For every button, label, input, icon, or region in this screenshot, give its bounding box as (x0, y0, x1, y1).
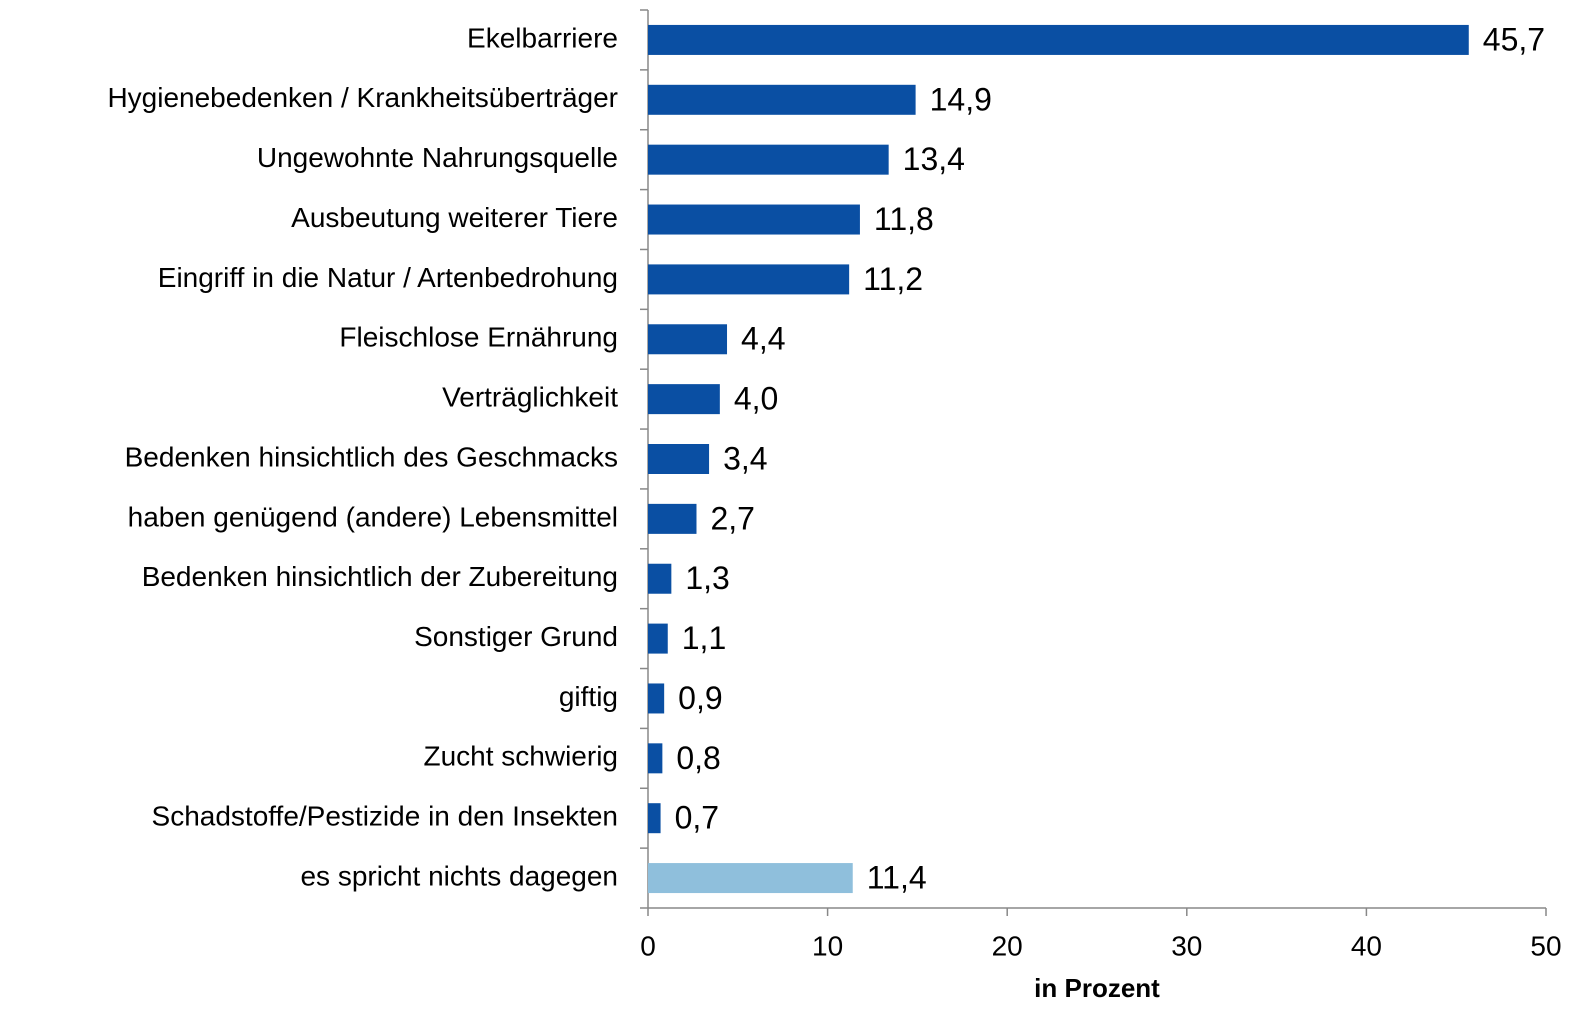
data-label: 13,4 (903, 141, 965, 177)
bar (648, 144, 889, 175)
y-tick-label: Ungewohnte Nahrungsquelle (257, 142, 618, 173)
data-label: 0,8 (676, 740, 720, 776)
bar (648, 324, 728, 355)
bar (648, 743, 663, 774)
bar (648, 563, 672, 594)
x-tick-label: 10 (812, 930, 843, 961)
data-label: 1,1 (682, 620, 726, 656)
x-tick-label: 40 (1351, 930, 1382, 961)
bar (648, 204, 860, 235)
bar (648, 803, 661, 834)
x-axis-label: in Prozent (1034, 973, 1160, 1003)
data-label: 4,0 (734, 381, 778, 417)
data-label: 2,7 (710, 500, 754, 536)
y-tick-label: Bedenken hinsichtlich des Geschmacks (125, 441, 618, 472)
data-label: 45,7 (1483, 21, 1545, 57)
y-tick-label: Sonstiger Grund (414, 621, 618, 652)
data-label: 1,3 (685, 560, 729, 596)
bar (648, 384, 720, 415)
y-tick-label: Eingriff in die Natur / Artenbedrohung (158, 262, 618, 293)
x-tick-label: 0 (640, 930, 656, 961)
data-label: 0,9 (678, 680, 722, 716)
bar (648, 623, 668, 654)
y-tick-label: Ausbeutung weiterer Tiere (291, 202, 618, 233)
bar (648, 683, 665, 714)
data-label: 14,9 (930, 81, 992, 117)
y-tick-label: haben genügend (andere) Lebensmittel (128, 501, 618, 532)
x-tick-label: 30 (1171, 930, 1202, 961)
y-tick-label: Hygienebedenken / Krankheitsüberträger (107, 82, 618, 113)
data-label: 3,4 (723, 440, 767, 476)
bar (648, 84, 916, 115)
data-label: 4,4 (741, 321, 785, 357)
data-label: 11,8 (874, 201, 934, 237)
x-tick-label: 20 (992, 930, 1023, 961)
y-tick-label: Bedenken hinsichtlich der Zubereitung (142, 561, 618, 592)
y-tick-label: es spricht nichts dagegen (300, 860, 618, 891)
data-label: 11,4 (867, 860, 927, 896)
bar (648, 444, 710, 474)
y-tick-label: Schadstoffe/Pestizide in den Insekten (152, 801, 618, 832)
data-label: 11,2 (863, 261, 923, 297)
bar (648, 503, 697, 534)
bar (648, 264, 850, 295)
bar (648, 24, 1469, 55)
data-label: 0,7 (675, 800, 719, 836)
y-tick-label: Ekelbarriere (467, 22, 618, 53)
y-tick-label: giftig (559, 681, 618, 712)
y-tick-label: Fleischlose Ernährung (339, 322, 618, 353)
y-tick-label: Zucht schwierig (423, 741, 618, 772)
x-tick-label: 50 (1530, 930, 1561, 961)
y-tick-label: Verträglichkeit (442, 382, 618, 413)
bar (648, 863, 853, 894)
